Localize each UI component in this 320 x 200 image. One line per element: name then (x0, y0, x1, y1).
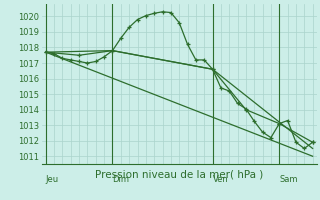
Text: Jeu: Jeu (46, 175, 59, 184)
X-axis label: Pression niveau de la mer( hPa ): Pression niveau de la mer( hPa ) (95, 170, 263, 180)
Text: Dim: Dim (113, 175, 130, 184)
Text: Ven: Ven (212, 175, 228, 184)
Text: Sam: Sam (279, 175, 298, 184)
